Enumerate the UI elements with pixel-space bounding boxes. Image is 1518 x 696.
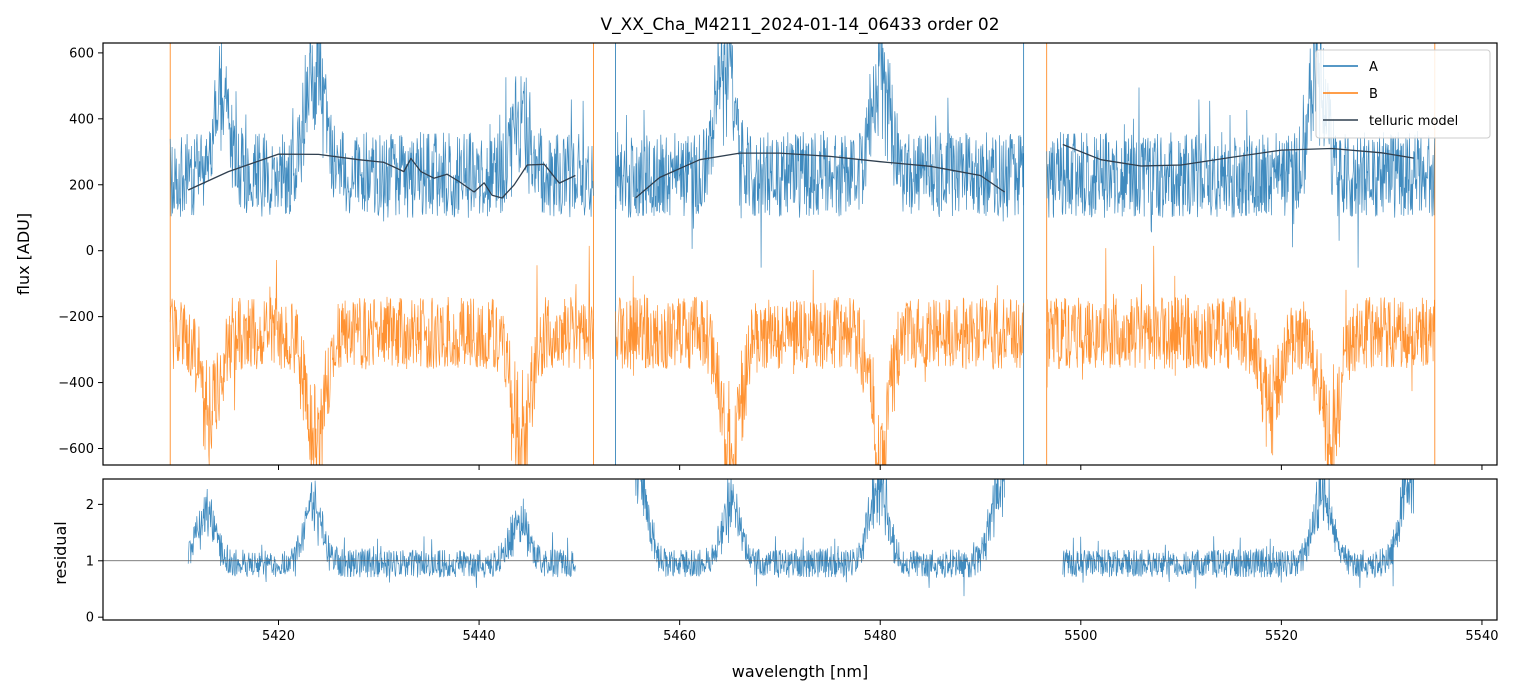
legend-label-b: B [1369, 87, 1378, 102]
bottom-y-tick-label-1: 1 [86, 554, 94, 569]
top-y-tick-label-4: 200 [69, 178, 94, 193]
bottom-x-tick-label-5: 5520 [1265, 629, 1298, 644]
series-residual-segment-0 [187, 480, 576, 588]
top-y-tick-label-2: −200 [58, 310, 94, 325]
bottom-x-tick-label-3: 5480 [864, 629, 897, 644]
top-y-axis-label: flux [ADU] [14, 213, 33, 295]
series-a-segment-1 [615, 43, 1024, 268]
legend: A B telluric model [1315, 49, 1491, 139]
top-y-tick-label-0: −600 [58, 442, 94, 457]
bottom-y-axis-label: residual [51, 521, 70, 584]
legend-label-telluric: telluric model [1369, 114, 1458, 129]
series-residual-segment-1 [635, 479, 1005, 597]
series-b-segment-0 [169, 245, 594, 465]
bottom-x-tick-label-4: 5500 [1064, 629, 1097, 644]
bottom-y-ticks: 0 1 2 [86, 498, 103, 626]
bottom-x-tick-label-0: 5420 [262, 629, 295, 644]
top-plot-area [169, 43, 1436, 465]
bottom-x-tick-label-1: 5440 [463, 629, 496, 644]
telluric-model-segment-1 [635, 152, 1005, 199]
top-y-ticks: −600 −400 −200 0 200 400 600 [58, 46, 103, 457]
top-y-tick-label-3: 0 [86, 244, 94, 259]
legend-label-a: A [1369, 60, 1378, 75]
top-axes-frame [102, 42, 1498, 466]
series-b-segment-2 [1046, 245, 1436, 465]
top-x-ticks [278, 465, 1483, 470]
chart-title: V_XX_Cha_M4211_2024-01-14_06433 order 02 [600, 15, 999, 35]
bottom-plot-area [103, 479, 1497, 597]
bottom-y-tick-label-0: 0 [86, 611, 94, 626]
top-panel: −600 −400 −200 0 200 400 600 flux [ADU] A B te… [14, 42, 1498, 470]
telluric-model-segment-0 [187, 153, 576, 199]
series-b-segment-1 [615, 269, 1024, 465]
bottom-panel: 0 1 2 5420 5440 5460 5480 5500 5520 5540 residua… [51, 478, 1499, 681]
bottom-x-tick-label-6: 5540 [1465, 629, 1498, 644]
top-y-tick-label-1: −400 [58, 376, 94, 391]
series-residual-segment-2 [1062, 479, 1415, 589]
bottom-axes-frame [102, 478, 1498, 621]
top-y-tick-label-5: 400 [69, 112, 94, 127]
x-axis-label: wavelength [nm] [732, 662, 869, 681]
bottom-x-ticks: 5420 5440 5460 5480 5500 5520 5540 [262, 620, 1499, 644]
series-a-segment-2 [1046, 43, 1436, 268]
top-y-tick-label-6: 600 [69, 46, 94, 61]
legend-box [1315, 49, 1491, 139]
telluric-model-segment-2 [1062, 143, 1414, 167]
bottom-x-tick-label-2: 5460 [663, 629, 696, 644]
series-a-segment-0 [169, 43, 594, 222]
bottom-y-tick-label-2: 2 [86, 498, 94, 513]
